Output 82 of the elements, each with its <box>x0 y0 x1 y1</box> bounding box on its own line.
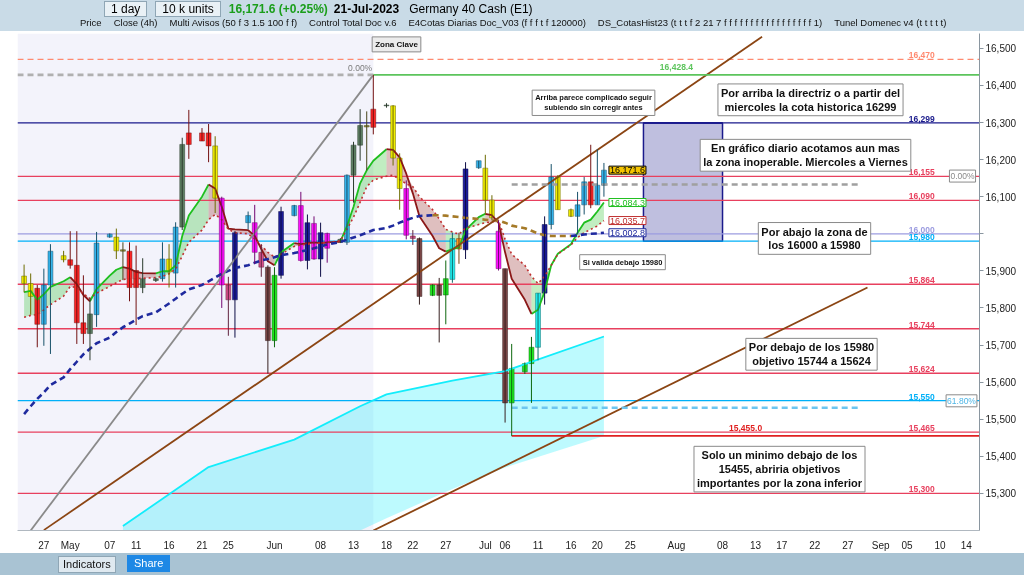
text: Tunel Domenec v4 (t t t t t) <box>834 17 947 28</box>
ref-line-label: 15,300 <box>908 484 936 495</box>
x-tick-label: 21 <box>196 539 208 551</box>
x-tick-label: 20 <box>591 539 604 551</box>
x-tick-label: 17 <box>776 539 788 551</box>
ref-line-label: 16,090 <box>908 191 936 202</box>
y-tick-label: 15,300 <box>985 488 1017 500</box>
text: 16,171.6 <box>609 165 645 176</box>
ref-line-label: 16,155 <box>908 167 936 178</box>
data-label: 16,084.3 <box>609 197 645 208</box>
y-tick-label: 15,900 <box>985 265 1017 277</box>
y-tick-label: 16,500 <box>985 43 1017 55</box>
x-tick-label: 13 <box>749 539 762 551</box>
x-tick-label: 22 <box>809 539 821 551</box>
text: Indicators <box>58 556 116 573</box>
ref-line-label: 15,624 <box>908 364 936 375</box>
ref-line-label: 15,864 <box>908 275 936 286</box>
y-tick-label: 15,400 <box>985 451 1017 463</box>
annotation: Por arriba la directriz o a partir del miercoles la cota historica 16299 <box>720 86 901 113</box>
ref-line-label: 15,744 <box>908 319 936 330</box>
x-tick-label: 05 <box>901 539 914 551</box>
text: Close (4h) <box>113 17 158 28</box>
x-tick-label: 27 <box>842 539 854 551</box>
series-label: 16,428.4 <box>659 61 694 72</box>
text: 10 k units <box>155 1 221 17</box>
annotation: Por debajo de los 15980 objetivo 15744 a 15624 <box>748 341 875 368</box>
annotation: Por abajo la zona de los 16000 a 15980 <box>761 225 868 252</box>
x-tick-label: 16 <box>565 539 577 551</box>
y-tick-label: 15,700 <box>985 340 1017 352</box>
x-tick-label: 11 <box>130 539 142 551</box>
annotation: Zona Clave <box>375 39 419 49</box>
text: E4Cotas Diarias Doc_V03 (f f f t f 120000) <box>408 17 586 28</box>
x-tick-label: 08 <box>315 539 327 551</box>
annotation: En gráfico diario acotamos aun mas la zona inoperable. Miercoles a Viernes <box>703 142 908 169</box>
y-tick-label: 16,100 <box>985 191 1017 203</box>
x-tick-label: 14 <box>960 539 973 551</box>
x-tick-label: 11 <box>532 539 544 551</box>
text: Control Total Doc v.6 <box>309 17 397 28</box>
x-tick-label: Sep <box>871 539 890 551</box>
x-tick-label: 27 <box>440 539 452 551</box>
ref-line-label: 16,299 <box>908 113 936 124</box>
x-tick-label: 18 <box>380 539 393 551</box>
x-tick-label: Jun <box>266 539 283 551</box>
annotation: 0.00% <box>950 171 975 182</box>
y-tick-label: 15,600 <box>985 377 1017 389</box>
ref-line-label: 15,465 <box>908 423 936 434</box>
y-tick-label: 16,300 <box>985 117 1017 129</box>
data-label: 16,002.8 <box>609 227 645 238</box>
text: 21-Jul-2023 <box>333 2 400 16</box>
text: 1 day <box>104 1 148 17</box>
x-tick-label: 10 <box>934 539 946 551</box>
x-tick-label: 27 <box>38 539 50 551</box>
x-tick-label: 07 <box>104 539 116 551</box>
x-tick-label: Jul <box>478 539 492 551</box>
y-tick-label: 15,500 <box>985 414 1017 426</box>
y-tick-label: 15,800 <box>985 302 1017 314</box>
ref-line-label: 16,470 <box>908 50 936 61</box>
x-tick-label: 25 <box>222 539 235 551</box>
x-tick-label: Aug <box>667 539 686 551</box>
x-tick-label: 25 <box>624 539 637 551</box>
text: Share <box>127 555 171 572</box>
annotation: 61.80% <box>947 395 977 406</box>
x-tick-label: 16 <box>163 539 176 551</box>
annotation: 0.00% <box>348 62 373 73</box>
x-tick-label: May <box>60 539 80 551</box>
x-tick-label: 08 <box>716 539 729 551</box>
annotation: Solo un minimo debajo de los 15455, abriria objetivos importantes por la zona inferior <box>696 449 863 489</box>
ref-line-label: 16,000 <box>908 224 936 235</box>
y-tick-label: 16,200 <box>985 154 1017 166</box>
x-tick-label: 22 <box>407 539 419 551</box>
ref-line-label: 15,550 <box>908 391 936 402</box>
data-label: 16,035.7 <box>609 215 645 226</box>
series-label: 15,455.0 <box>729 422 763 433</box>
text: Multi Avisos (50 f 3 1.5 100 f f) <box>169 17 298 28</box>
y-tick-label: 16,400 <box>985 80 1017 92</box>
text: DS_CotasHist23 (t t t f 2 21 7 f f f f f f f f f f f f f f f f f 1) <box>597 17 823 28</box>
text: Price <box>80 17 102 28</box>
text: Germany 40 Cash (E1) <box>409 2 533 16</box>
x-tick-label: 06 <box>499 539 512 551</box>
x-tick-label: 13 <box>347 539 360 551</box>
ref-line-label: 15,980 <box>908 232 936 243</box>
text: 16,171.6 (+0.25%) <box>228 2 328 16</box>
